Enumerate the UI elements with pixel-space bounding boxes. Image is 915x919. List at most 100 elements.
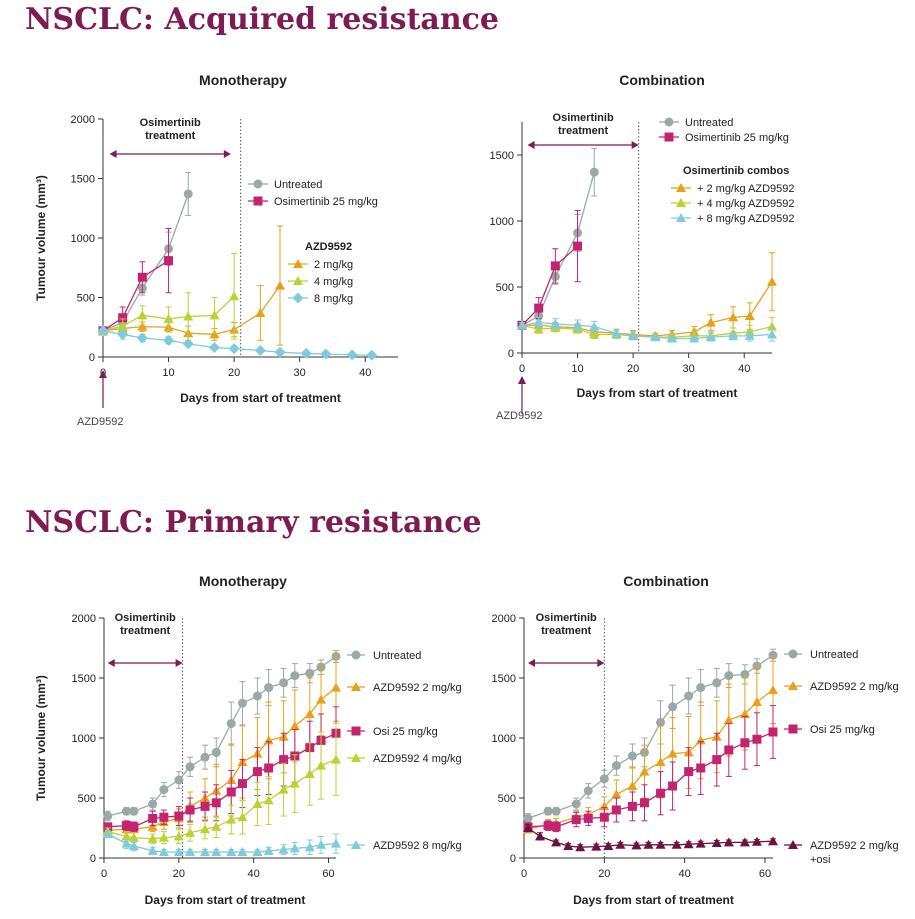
x-axis-label: Days from start of treatment (145, 893, 306, 907)
data-point (571, 815, 581, 825)
series-untreated (100, 172, 192, 334)
data-point (611, 789, 622, 799)
data-point (639, 766, 650, 776)
data-point (655, 757, 666, 766)
data-point (767, 329, 777, 339)
x-tick-label: 0 (101, 868, 107, 880)
y-tick-label: 500 (498, 793, 516, 805)
data-point (209, 329, 220, 339)
data-point (696, 763, 706, 773)
data-point (740, 738, 750, 748)
y-tick-label: 1500 (72, 673, 96, 685)
data-point (103, 811, 113, 821)
x-axis-label: Days from start of treatment (180, 391, 341, 405)
data-point (744, 330, 755, 340)
data-point (366, 349, 378, 361)
series-line (102, 260, 169, 332)
series-line (102, 193, 189, 332)
data-point (183, 311, 194, 321)
data-point (533, 324, 544, 334)
data-point (591, 841, 602, 851)
treatment-arrow-right (597, 659, 605, 667)
data-point (305, 668, 315, 678)
data-point (724, 671, 734, 681)
legend-label: AZD9592 8 mg/kg (373, 840, 462, 852)
data-point (136, 332, 148, 344)
data-point (683, 839, 694, 849)
data-point (117, 328, 129, 340)
legend-marker (351, 726, 361, 736)
legend-marker (292, 292, 304, 304)
data-point (331, 838, 341, 848)
treatment-label-line1: Osimertinib (140, 117, 201, 129)
data-point (695, 735, 706, 745)
data-point (603, 841, 614, 850)
data-point (751, 697, 762, 706)
data-point (712, 755, 722, 765)
data-point (656, 717, 666, 727)
data-point (615, 839, 626, 849)
x-tick-label: 40 (679, 868, 691, 880)
legend-marker (253, 196, 263, 206)
data-point (209, 310, 220, 320)
data-point (121, 806, 131, 816)
legend-label: Untreated (274, 179, 322, 191)
data-point (751, 836, 762, 846)
legend-marker (351, 753, 361, 762)
legend-label: + 4 mg/kg AZD9592 (697, 198, 795, 210)
chart-title: Monotherapy (199, 573, 287, 589)
data-point (573, 241, 583, 251)
data-point (263, 795, 274, 805)
y-tick-label: 1500 (490, 150, 514, 162)
series-untreated (104, 649, 339, 822)
x-tick-label: 20 (173, 868, 185, 880)
data-point (535, 831, 546, 841)
data-point (667, 748, 678, 758)
treatment-arrow-right (631, 141, 639, 149)
data-point (211, 821, 222, 831)
legend-label: Osi 25 mg/kg (810, 724, 875, 736)
x-tick-label: 40 (248, 868, 260, 880)
y-tick-label: 1000 (72, 733, 96, 745)
y-tick-label: 2000 (492, 613, 516, 625)
treatment-label-line1: Osimertinib (115, 612, 176, 624)
data-point (684, 691, 694, 701)
data-point (118, 313, 128, 323)
series-osimertinib-25-mg-kg (519, 209, 581, 329)
legend-label: Untreated (373, 650, 421, 662)
data-point (163, 313, 174, 323)
data-point (639, 798, 649, 808)
treatment-label-line2: treatment (558, 125, 608, 137)
legend-marker (293, 276, 303, 285)
data-point (264, 683, 274, 693)
series-2-mg-kg (100, 225, 283, 346)
data-point (128, 832, 139, 842)
legend-group-title: Osimertinib combos (683, 165, 789, 177)
dosing-arrow-head (518, 376, 526, 384)
data-point (316, 694, 327, 704)
data-point (226, 719, 236, 729)
data-point (589, 167, 599, 177)
data-point (275, 280, 285, 290)
data-point (767, 276, 777, 286)
y-tick-label: 1500 (71, 174, 95, 186)
treatment-label-line2: treatment (541, 625, 591, 637)
legend-label: Untreated (810, 649, 858, 661)
y-tick-label: 2000 (72, 613, 96, 625)
data-point (174, 775, 184, 785)
y-tick-label: 1000 (71, 233, 95, 245)
data-point (768, 836, 778, 846)
legend-label: AZD9592 2 mg/kg (373, 682, 462, 694)
data-point (304, 769, 315, 778)
treatment-arrow-right (175, 659, 183, 667)
legend-label: AZD9592 4 mg/kg (373, 753, 462, 765)
data-point (739, 709, 750, 718)
data-point (278, 784, 289, 794)
legend-label: Osi 25 mg/kg (373, 726, 438, 738)
y-tick-label: 1500 (492, 673, 516, 685)
data-point (728, 312, 739, 322)
data-point (599, 774, 609, 784)
y-tick-label: 0 (508, 348, 514, 360)
legend-label: 8 mg/kg (314, 293, 353, 305)
data-point (200, 824, 211, 834)
